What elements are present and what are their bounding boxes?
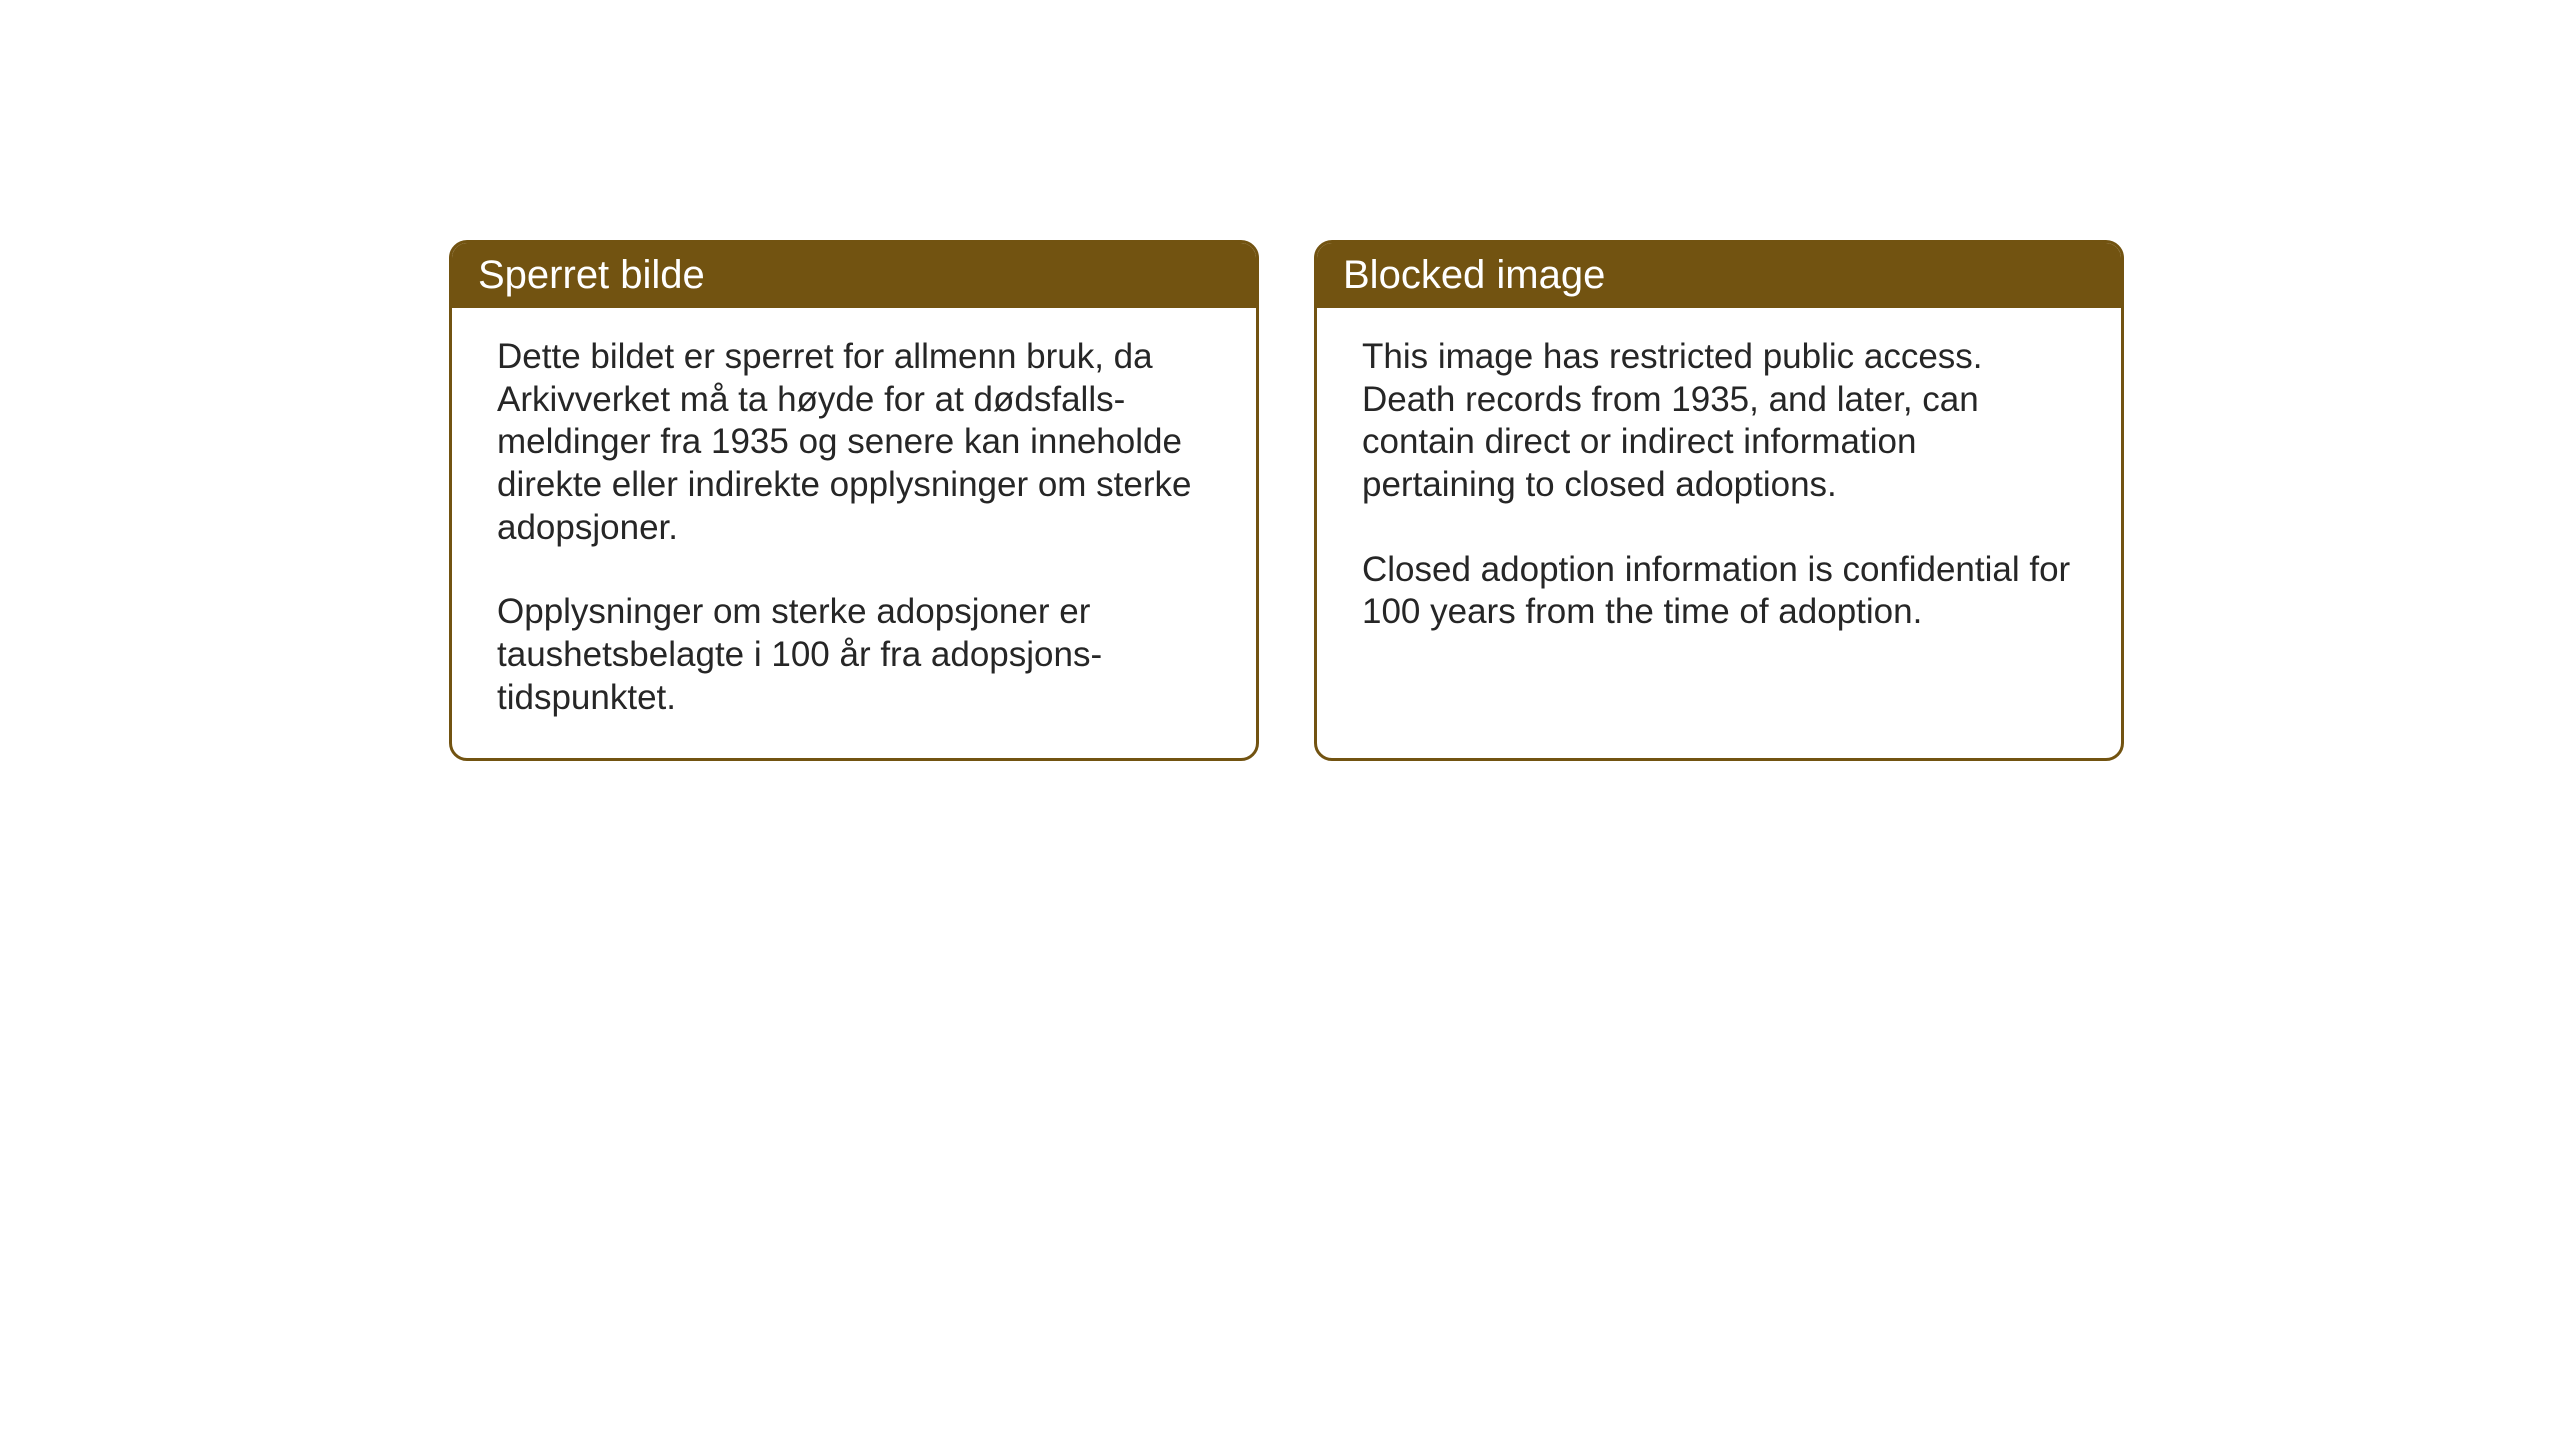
notice-box-english: Blocked image This image has restricted …	[1314, 240, 2124, 761]
notice-header-english: Blocked image	[1317, 243, 2121, 308]
notice-paragraph: Opplysninger om sterke adopsjoner er tau…	[497, 591, 1211, 719]
notice-body-norwegian: Dette bildet er sperret for allmenn bruk…	[452, 308, 1256, 758]
notice-title-norwegian: Sperret bilde	[478, 253, 705, 297]
notice-title-english: Blocked image	[1343, 253, 1605, 297]
notice-body-english: This image has restricted public access.…	[1317, 308, 2121, 730]
notice-paragraph: Closed adoption information is confident…	[1362, 549, 2076, 634]
notice-header-norwegian: Sperret bilde	[452, 243, 1256, 308]
notice-container: Sperret bilde Dette bildet er sperret fo…	[449, 240, 2124, 761]
notice-box-norwegian: Sperret bilde Dette bildet er sperret fo…	[449, 240, 1259, 761]
notice-paragraph: This image has restricted public access.…	[1362, 336, 2076, 507]
notice-paragraph: Dette bildet er sperret for allmenn bruk…	[497, 336, 1211, 549]
